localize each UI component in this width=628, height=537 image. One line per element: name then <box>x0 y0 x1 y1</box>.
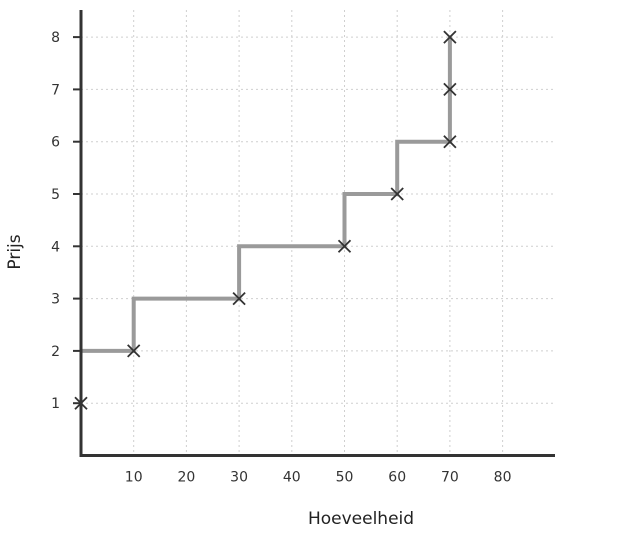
grid-lines <box>81 10 555 456</box>
x-tick-label-20: 20 <box>177 470 195 486</box>
marker-point-5 <box>443 135 457 149</box>
y-tick-label-6: 6 <box>51 135 60 151</box>
marker-point-6 <box>443 82 457 97</box>
y-axis-label: Prijs <box>5 234 25 269</box>
x-tick-labels: 10 20 30 40 50 60 70 80 <box>125 470 512 486</box>
y-tick-label-1: 1 <box>51 396 60 412</box>
data-markers <box>74 30 457 410</box>
x-tick-label-80: 80 <box>494 470 512 486</box>
y-tick-label-7: 7 <box>51 82 60 98</box>
y-tick-label-2: 2 <box>51 344 60 360</box>
marker-point-3 <box>337 239 352 253</box>
x-tick-label-60: 60 <box>388 470 406 486</box>
x-tick-label-70: 70 <box>441 470 459 486</box>
y-tick-label-8: 8 <box>51 30 60 46</box>
y-tick-label-5: 5 <box>51 187 60 203</box>
x-tick-label-50: 50 <box>336 470 354 486</box>
y-tick-label-3: 3 <box>51 292 60 308</box>
marker-point-4 <box>390 187 404 201</box>
x-axis-label: Hoeveelheid <box>308 509 414 529</box>
y-tick-label-4: 4 <box>51 239 60 255</box>
x-tick-label-40: 40 <box>283 470 301 486</box>
marker-point-2 <box>232 291 246 306</box>
marker-point-1 <box>127 344 141 358</box>
marker-point-7 <box>443 30 457 44</box>
axes <box>73 10 555 457</box>
x-tick-label-10: 10 <box>125 470 143 486</box>
y-tick-labels: 1 2 3 4 5 6 7 8 <box>51 30 60 412</box>
x-tick-label-30: 30 <box>230 470 248 486</box>
